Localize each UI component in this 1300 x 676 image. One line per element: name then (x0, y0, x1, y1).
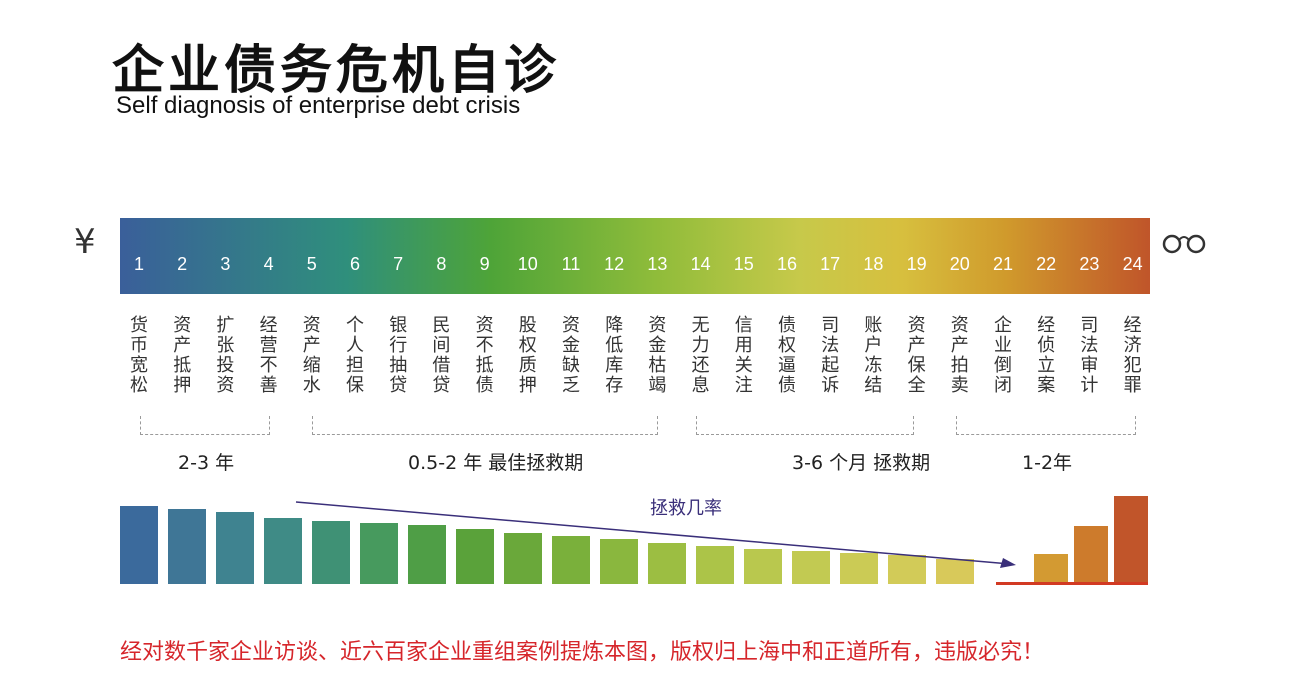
stage-label: 货币宽松 (130, 315, 148, 396)
stage-number: 16 (776, 254, 798, 274)
probability-bar (216, 512, 254, 584)
probability-bar (264, 518, 302, 584)
handcuffs-icon (1162, 234, 1206, 254)
arrow-label: 拯救几率 (650, 498, 722, 519)
stage-label: 司法审计 (1080, 315, 1099, 396)
stage-number: 22 (1036, 254, 1057, 274)
stage-number: 9 (479, 254, 490, 274)
stage-label: 账户冻结 (864, 315, 883, 396)
stage-label: 银行抽贷 (389, 315, 408, 396)
stage-label: 无力还息 (691, 315, 710, 396)
stage-label: 资产缩水 (302, 315, 321, 396)
probability-bar (936, 559, 974, 584)
stage-number: 12 (604, 254, 625, 274)
probability-bar (1074, 526, 1108, 584)
stage-number: 7 (393, 254, 404, 274)
stage-number: 8 (436, 254, 447, 274)
stage-label: 资产保全 (907, 315, 926, 396)
stage-label: 扩张投资 (216, 315, 235, 396)
stage-label: 资产拍卖 (950, 315, 969, 396)
stage-label: 资产抵押 (173, 315, 192, 396)
probability-bar (552, 536, 590, 584)
probability-bar (408, 525, 446, 584)
probability-bar (1034, 554, 1068, 584)
stage-label: 降低库存 (605, 315, 624, 396)
trend-arrow-line (295, 501, 1011, 565)
period-bracket-1 (140, 416, 270, 435)
period-label-1: 2-3 年 (178, 452, 235, 474)
stage-number: 18 (863, 254, 884, 274)
stage-label: 经济犯罪 (1123, 315, 1142, 396)
stage-number: 14 (690, 254, 711, 274)
probability-bar (792, 551, 830, 584)
stage-number: 6 (349, 254, 360, 274)
stage-number: 24 (1122, 254, 1143, 274)
probability-bar (504, 533, 542, 584)
stage-label: 个人担保 (346, 315, 364, 396)
probability-bar (168, 509, 206, 584)
probability-bar (1114, 496, 1148, 584)
probability-bar (744, 549, 782, 584)
stage-label: 企业倒闭 (994, 315, 1012, 396)
stage-label: 资不抵债 (475, 315, 494, 396)
stage-number: 5 (306, 254, 317, 274)
page-subtitle: Self diagnosis of enterprise debt crisis (116, 92, 521, 119)
page-title: 企业债务危机自诊 (112, 41, 561, 101)
stage-number: 11 (561, 254, 581, 274)
probability-bar (696, 546, 734, 584)
probability-bar (456, 529, 494, 584)
stage-number: 23 (1079, 254, 1100, 274)
stage-number: 15 (733, 254, 754, 274)
stage-label: 信用关注 (734, 315, 753, 396)
stage-number: 17 (820, 254, 841, 274)
period-label-4: 1-2年 (1022, 452, 1073, 474)
probability-bar (648, 543, 686, 584)
stage-label: 经营不善 (259, 315, 278, 396)
stage-number: 1 (133, 254, 144, 274)
stage-label: 资金缺乏 (562, 315, 580, 396)
probability-bar (120, 506, 158, 584)
probability-bar (600, 539, 638, 584)
period-label-2: 0.5-2 年 最佳拯救期 (408, 452, 584, 474)
stage-number: 3 (220, 254, 231, 274)
stage-number: 20 (949, 254, 970, 274)
period-bracket-4 (956, 416, 1136, 435)
stage-number: 21 (992, 254, 1014, 274)
probability-bar (312, 521, 350, 584)
stage-label: 股权质押 (518, 315, 537, 396)
probability-bar (360, 523, 398, 584)
yen-icon: ¥ (74, 222, 96, 262)
probability-bar (840, 553, 878, 584)
period-bracket-2 (312, 416, 658, 435)
stage-label: 司法起诉 (821, 315, 840, 396)
copyright-footer: 经对数千家企业访谈、近六百家企业重组案例提炼本图，版权归上海中和正道所有，违版必… (120, 640, 1045, 665)
period-label-3: 3-6 个月 拯救期 (792, 452, 931, 474)
stage-label: 债权逼债 (778, 315, 796, 396)
stage-number: 4 (263, 254, 274, 274)
rescue-probability-chart: 拯救几率 (120, 496, 1148, 585)
stage-label: 民间借贷 (432, 315, 451, 396)
baseline-line (996, 582, 1148, 585)
stage-number: 10 (517, 254, 538, 274)
probability-bar (888, 555, 926, 584)
stage-label: 经侦立案 (1037, 315, 1056, 396)
stage-number: 2 (177, 254, 188, 274)
stage-gradient-bar (120, 218, 1150, 294)
stage-number: 13 (647, 254, 668, 274)
trend-arrow-head (1000, 558, 1016, 568)
period-bracket-3 (696, 416, 914, 435)
stage-number: 19 (906, 254, 927, 274)
stage-label: 资金枯竭 (648, 315, 667, 396)
